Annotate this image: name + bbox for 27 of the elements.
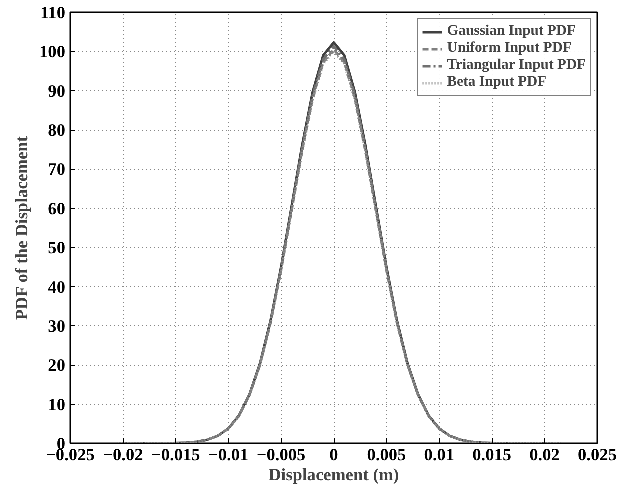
y-axis-title: PDF of the Displacement <box>12 136 32 320</box>
y-tick-label: 40 <box>48 278 66 297</box>
y-tick-label: 50 <box>48 238 66 258</box>
y-tick-label: 90 <box>48 82 66 101</box>
y-tick-label: 30 <box>48 316 66 336</box>
legend-label: Triangular Input PDF <box>447 57 586 74</box>
x-tick-label: 0.015 <box>472 446 512 464</box>
y-tick-label: 10 <box>48 395 66 414</box>
legend-label: Gaussian Input PDF <box>447 23 576 40</box>
x-tick-label: −0.015 <box>151 446 201 464</box>
y-tick-label: 70 <box>48 160 66 180</box>
y-tick-label: 80 <box>48 121 66 140</box>
y-tick-label: 110 <box>40 4 66 22</box>
x-tick-label: 0.005 <box>367 446 407 464</box>
x-tick-label: 0.025 <box>578 446 618 464</box>
legend-label: Beta Input PDF <box>447 74 547 91</box>
y-tick-label: 20 <box>48 356 66 376</box>
x-tick-label: 0.01 <box>424 446 455 464</box>
x-tick-label: −0.02 <box>103 446 144 464</box>
x-tick-label: 0 <box>330 446 338 464</box>
x-tick-label: 0.02 <box>530 446 560 464</box>
x-tick-label: −0.005 <box>256 446 306 464</box>
legend-label: Uniform Input PDF <box>447 40 572 57</box>
x-tick-label: −0.01 <box>208 446 249 464</box>
y-tick-label: 100 <box>40 42 66 62</box>
y-tick-label: 60 <box>48 199 66 218</box>
x-axis-title: Displacement (m) <box>268 466 400 484</box>
